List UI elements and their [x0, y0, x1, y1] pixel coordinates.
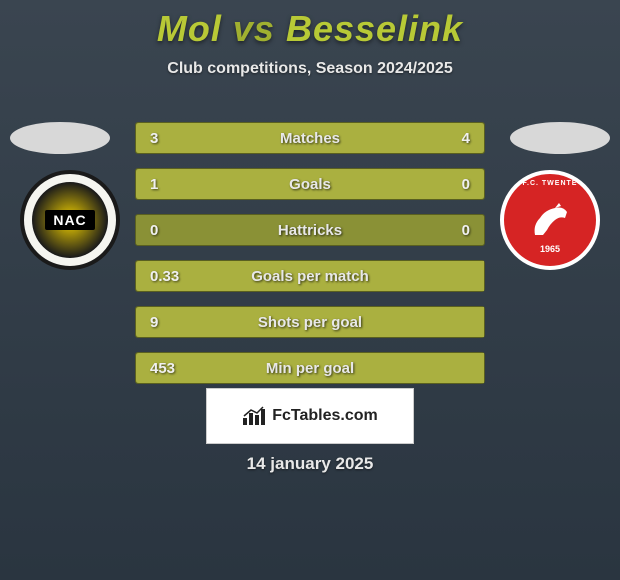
stat-label: Goals per match [251, 268, 369, 285]
comparison-title: Mol vs Besselink [0, 0, 620, 50]
stat-value-right: 0 [462, 222, 470, 239]
stat-value-left: 0 [150, 222, 158, 239]
stat-value-left: 9 [150, 314, 158, 331]
stat-value-left: 453 [150, 360, 175, 377]
player1-photo-placeholder [10, 122, 110, 154]
stat-fill-right [407, 169, 484, 199]
brand-chart-icon [242, 406, 266, 426]
stat-row: 0 Hattricks 0 [135, 214, 485, 246]
club-right-year: 1965 [536, 244, 564, 254]
player2-photo-placeholder [510, 122, 610, 154]
stat-value-right: 0 [462, 176, 470, 193]
subtitle: Club competitions, Season 2024/2025 [0, 60, 620, 78]
stat-label: Min per goal [266, 360, 354, 377]
stat-label: Matches [280, 130, 340, 147]
club-badge-right: F.C. TWENTE 1965 [500, 170, 600, 270]
stat-fill-left [136, 169, 407, 199]
stat-label: Shots per goal [258, 314, 362, 331]
stat-value-right: 4 [462, 130, 470, 147]
date-text: 14 january 2025 [247, 454, 374, 474]
stat-row: 453 Min per goal [135, 352, 485, 384]
vs-text: vs [233, 8, 275, 49]
stats-container: 3 Matches 4 1 Goals 0 0 Hattricks 0 0.33 Goals per… [135, 122, 485, 398]
stat-row: 1 Goals 0 [135, 168, 485, 200]
brand-text: FcTables.com [272, 407, 378, 425]
stat-row: 9 Shots per goal [135, 306, 485, 338]
club-badge-right-inner: F.C. TWENTE 1965 [512, 182, 588, 258]
stat-label: Hattricks [278, 222, 342, 239]
stat-value-left: 1 [150, 176, 158, 193]
stat-value-left: 0.33 [150, 268, 179, 285]
player1-name: Mol [157, 8, 222, 49]
horse-icon [525, 200, 575, 240]
club-left-name: NAC [45, 210, 94, 230]
stat-row: 0.33 Goals per match [135, 260, 485, 292]
brand-box: FcTables.com [206, 388, 414, 444]
player2-name: Besselink [286, 8, 463, 49]
stat-row: 3 Matches 4 [135, 122, 485, 154]
club-badge-left: NAC [20, 170, 120, 270]
stat-label: Goals [289, 176, 331, 193]
club-right-name: F.C. TWENTE [523, 180, 578, 187]
club-badge-left-inner: NAC [32, 182, 108, 258]
stat-value-left: 3 [150, 130, 158, 147]
